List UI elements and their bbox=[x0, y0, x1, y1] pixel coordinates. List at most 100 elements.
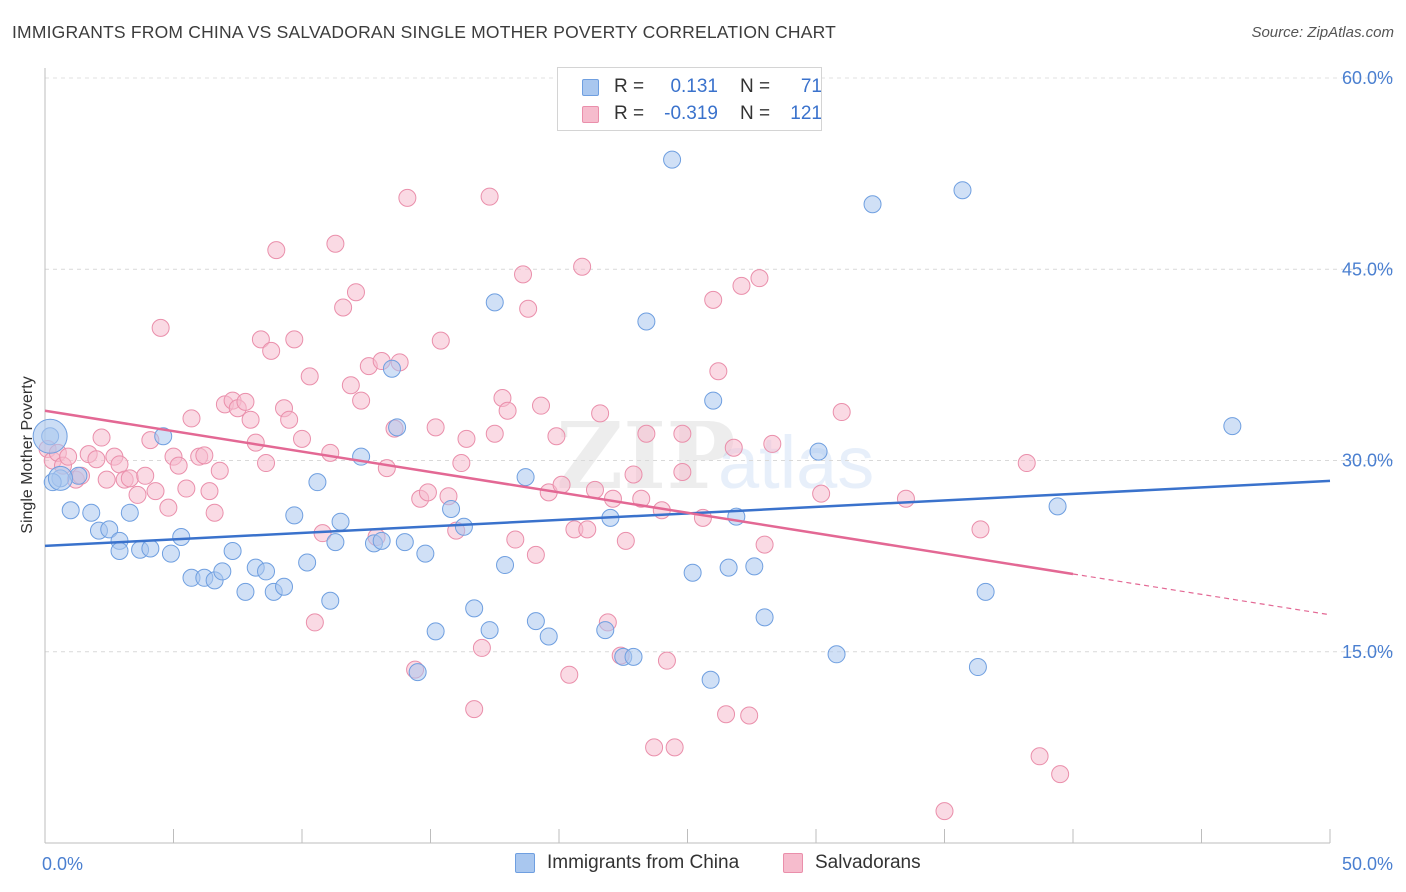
data-point bbox=[596, 621, 615, 640]
data-point bbox=[452, 454, 471, 473]
y-tick-label: 45.0% bbox=[1342, 259, 1393, 279]
data-point bbox=[82, 503, 101, 522]
data-point bbox=[683, 563, 702, 582]
legend-n-value: 121 bbox=[790, 103, 822, 124]
tick-labels: 15.0% 30.0% 45.0% 60.0% 0.0% 50.0% bbox=[42, 68, 1393, 874]
data-point bbox=[431, 331, 450, 350]
data-point bbox=[516, 468, 535, 487]
data-point bbox=[262, 341, 281, 360]
data-point bbox=[298, 553, 317, 572]
data-point bbox=[418, 483, 437, 502]
data-point bbox=[585, 480, 604, 499]
data-point bbox=[454, 517, 473, 536]
data-point bbox=[236, 582, 255, 601]
x-tick-label: 50.0% bbox=[1342, 854, 1393, 874]
data-point bbox=[472, 638, 491, 657]
data-point bbox=[100, 520, 119, 539]
data-point bbox=[382, 359, 401, 378]
data-point bbox=[1048, 497, 1067, 516]
data-point bbox=[935, 802, 954, 821]
data-point bbox=[241, 410, 260, 429]
data-point bbox=[496, 556, 515, 575]
bottom-legend-swatch-blue bbox=[515, 853, 535, 873]
data-point bbox=[182, 409, 201, 428]
data-point bbox=[637, 312, 656, 331]
data-point bbox=[326, 533, 345, 552]
series-salvadorans bbox=[38, 187, 1070, 821]
data-point bbox=[305, 613, 324, 632]
data-point bbox=[457, 429, 476, 448]
data-point bbox=[591, 404, 610, 423]
data-point bbox=[267, 241, 286, 260]
data-point bbox=[719, 558, 738, 577]
data-point bbox=[92, 428, 111, 447]
data-point bbox=[673, 424, 692, 443]
data-point bbox=[257, 562, 276, 581]
trend-line-salvadorans bbox=[44, 409, 1074, 576]
data-point bbox=[657, 651, 676, 670]
data-point bbox=[154, 427, 173, 446]
data-point bbox=[465, 700, 484, 719]
data-point bbox=[637, 424, 656, 443]
data-point bbox=[750, 269, 769, 288]
data-point bbox=[480, 621, 499, 640]
data-point bbox=[331, 512, 350, 531]
data-point bbox=[809, 442, 828, 461]
data-point bbox=[321, 443, 340, 462]
data-point bbox=[663, 150, 682, 169]
legend-swatch-blue bbox=[582, 78, 599, 96]
data-point bbox=[426, 418, 445, 437]
data-point bbox=[863, 195, 882, 214]
data-point bbox=[506, 530, 525, 549]
data-point bbox=[745, 557, 764, 576]
legend-r-value: 0.131 bbox=[670, 76, 718, 97]
legend-n-label: N = bbox=[740, 76, 771, 97]
data-point bbox=[539, 627, 558, 646]
data-point bbox=[87, 450, 106, 469]
data-point bbox=[1051, 765, 1070, 784]
legend-r-label: R = bbox=[614, 103, 645, 124]
data-point bbox=[547, 427, 566, 446]
data-point bbox=[763, 434, 782, 453]
y-tick-label: 15.0% bbox=[1342, 642, 1393, 662]
data-point bbox=[519, 299, 538, 318]
data-point bbox=[976, 582, 995, 601]
data-point bbox=[210, 461, 229, 480]
data-point bbox=[665, 738, 684, 757]
data-point bbox=[740, 706, 759, 725]
data-point bbox=[275, 577, 294, 596]
data-point bbox=[177, 479, 196, 498]
data-point bbox=[141, 539, 160, 558]
data-point bbox=[110, 542, 129, 561]
data-point bbox=[724, 438, 743, 457]
data-point bbox=[465, 599, 484, 618]
data-point bbox=[120, 469, 139, 488]
data-point bbox=[172, 528, 191, 546]
data-point bbox=[395, 533, 414, 552]
data-point bbox=[293, 429, 311, 448]
data-point bbox=[146, 482, 165, 501]
y-tick-label: 60.0% bbox=[1342, 68, 1393, 88]
legend-row-china: R = 0.131 N = 71 bbox=[582, 75, 822, 99]
data-point bbox=[755, 535, 774, 554]
data-point bbox=[308, 473, 327, 492]
source-credit: Source: ZipAtlas.com bbox=[1251, 24, 1394, 41]
data-point bbox=[300, 367, 319, 386]
data-point bbox=[732, 276, 751, 295]
data-point bbox=[161, 544, 180, 563]
data-point bbox=[526, 612, 545, 631]
data-point bbox=[709, 362, 728, 381]
data-point bbox=[372, 531, 391, 550]
data-point bbox=[223, 542, 242, 561]
legend-row-salvadorans: R = -0.319 N = 121 bbox=[582, 102, 822, 126]
data-point bbox=[426, 622, 445, 641]
data-point bbox=[213, 562, 232, 581]
legend-n-label: N = bbox=[740, 103, 771, 124]
data-point bbox=[321, 591, 340, 610]
data-point bbox=[704, 290, 723, 309]
data-point bbox=[480, 187, 499, 206]
data-point bbox=[61, 501, 80, 520]
data-point bbox=[346, 283, 365, 302]
data-point bbox=[578, 520, 597, 539]
data-point bbox=[498, 401, 517, 420]
